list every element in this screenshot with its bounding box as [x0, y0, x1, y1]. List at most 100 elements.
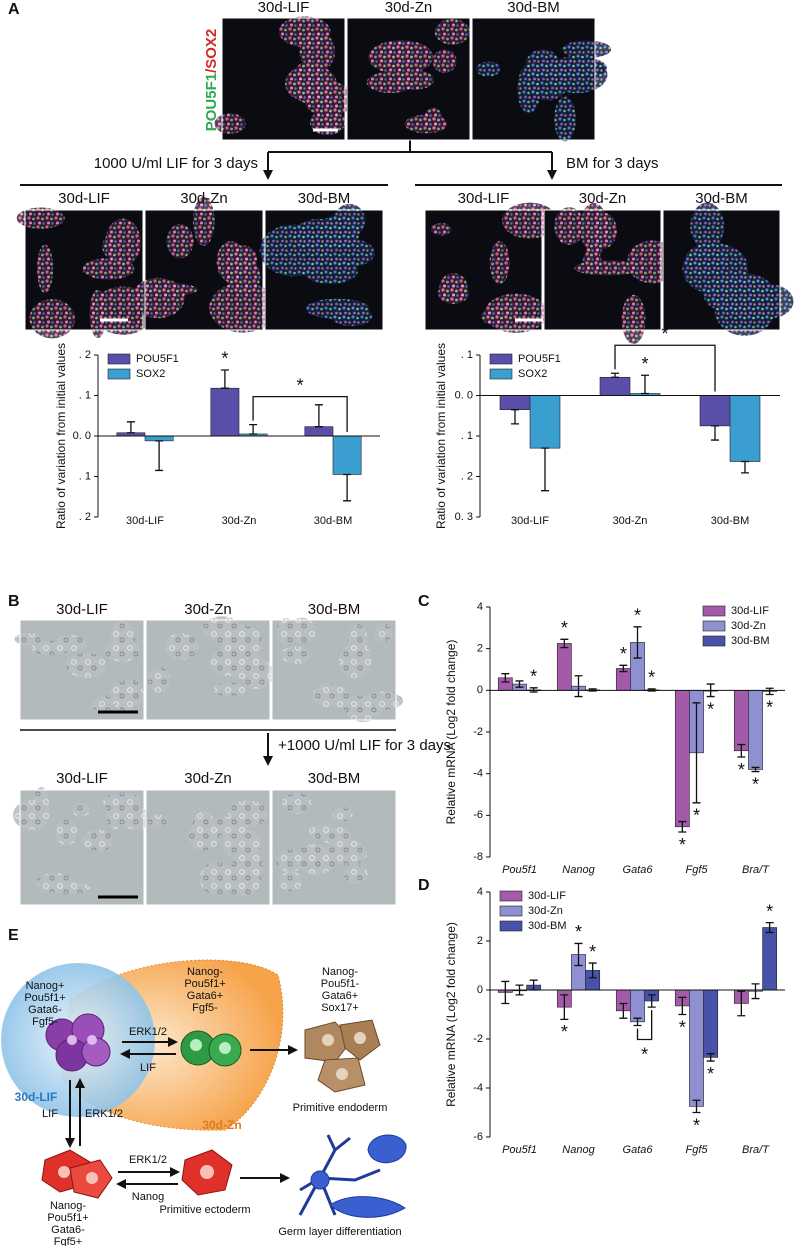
- micrograph: [271, 617, 403, 723]
- cell-cluster: [147, 666, 171, 693]
- cell-cluster: [345, 695, 382, 723]
- significance-marker: *: [679, 1017, 686, 1037]
- legend-label: SOX2: [518, 368, 547, 380]
- legend-swatch: [702, 605, 726, 617]
- cell-cluster: [220, 624, 262, 649]
- error-bar: [741, 460, 749, 474]
- significance-marker: *: [766, 901, 773, 921]
- diagram: [1, 959, 407, 1218]
- y-axis-label: Relative mRNA (Log2 fold change): [444, 640, 458, 825]
- image-frame: [471, 17, 596, 141]
- error-bar: [711, 425, 719, 441]
- cell-cluster: [621, 294, 646, 344]
- diagram-text: Nanog-: [187, 966, 223, 978]
- error-bar: [692, 1099, 701, 1114]
- cell-cluster: [214, 113, 246, 134]
- diagram-text: Gata6-: [51, 1224, 85, 1236]
- diagram-text: Fgf5+: [54, 1236, 82, 1246]
- y-axis-label: Relative mRNA (Log2 fold change): [444, 922, 458, 1107]
- cell-cluster: [147, 814, 170, 828]
- bar: [144, 435, 174, 442]
- x-tick-label: 30d-Zn: [222, 515, 257, 527]
- image-frame: [424, 209, 543, 331]
- cell-cluster: [199, 862, 234, 895]
- bar: [599, 376, 631, 396]
- significance-marker: *: [752, 774, 759, 794]
- error-bar: [751, 983, 760, 1000]
- cell-cluster: [55, 818, 78, 846]
- cell-cluster: [295, 847, 337, 875]
- significance-marker: *: [648, 668, 655, 688]
- image-label: 30d-BM: [308, 770, 361, 787]
- y-axis-label: Ratio of variation from initial values: [54, 343, 68, 529]
- diagram-text: Pou5f1+: [24, 992, 65, 1004]
- micrograph: [13, 787, 153, 906]
- error-bar: [574, 942, 583, 967]
- error-bar: [633, 626, 642, 659]
- cell-cluster: [82, 830, 114, 852]
- significance-marker: *: [707, 699, 714, 719]
- endoderm-cells: [304, 1019, 381, 1093]
- cell-cluster: [192, 197, 215, 246]
- cell-cluster: [304, 81, 354, 117]
- y-tick-label: . 1: [461, 430, 473, 442]
- bar: [630, 989, 645, 1023]
- cell-cluster: [89, 289, 107, 338]
- bracket-label: *: [297, 375, 304, 395]
- legend-swatch: [107, 368, 131, 380]
- diagram-text: Nanog-: [322, 966, 358, 978]
- cell-cluster: [36, 244, 54, 294]
- legend-label: 30d-LIF: [731, 605, 769, 617]
- stain-green: POU5F1: [203, 73, 220, 131]
- bar: [689, 989, 704, 1107]
- micrograph: [214, 16, 354, 141]
- diagram-text: ERK1/2: [85, 1108, 123, 1120]
- bracket: [636, 1010, 653, 1041]
- cell-cluster: [278, 16, 331, 48]
- legend-label: 30d-Zn: [528, 905, 563, 917]
- legend-swatch: [107, 353, 131, 365]
- y-tick-label: 0: [477, 984, 483, 996]
- cell-cluster: [690, 202, 725, 250]
- image-frame: [24, 209, 144, 331]
- bar: [499, 395, 531, 410]
- condition-label: BM for 3 days: [566, 155, 659, 172]
- cell-cluster: [579, 203, 608, 252]
- diagram-text: Fgf5-: [32, 1016, 58, 1028]
- significance-marker: *: [707, 1064, 714, 1084]
- image-label: 30d-Zn: [184, 770, 232, 787]
- bar-chart: 4 2 0 -2 -4 -6 -8 Relative mRNA (Log2 fold chan…: [444, 601, 785, 876]
- x-tick-label: Bra/T: [742, 864, 770, 876]
- bar: [556, 643, 572, 691]
- y-tick-label: 2: [477, 935, 483, 947]
- error-bar: [511, 409, 519, 425]
- micrograph: [145, 616, 274, 721]
- bar: [748, 690, 763, 770]
- cell-cluster: [35, 873, 75, 893]
- cell-cluster: [302, 257, 358, 284]
- error-bar: [619, 664, 628, 673]
- error-bar: [737, 990, 746, 1017]
- x-tick-label: Gata6: [623, 1144, 654, 1156]
- cell-cluster: [92, 694, 114, 712]
- diagram-text: Nanog-: [50, 1200, 86, 1212]
- x-tick-label: Fgf5: [685, 1144, 708, 1156]
- x-tick-label: 30d-LIF: [126, 515, 164, 527]
- bar: [699, 395, 731, 427]
- error-bar: [751, 766, 760, 773]
- diagram-text: ERK1/2: [129, 1026, 167, 1038]
- bar-chart: . 1 0. 0 . 1 . 2 0. 3 Ratio of variation from…: [434, 324, 780, 529]
- diagram-text: Germ layer differentiation: [278, 1226, 401, 1238]
- stain-red: /SOX2: [203, 29, 220, 73]
- image-label: 30d-BM: [507, 0, 560, 16]
- bar: [529, 395, 561, 449]
- cell-cluster: [16, 207, 65, 229]
- zn-cells: [180, 1030, 242, 1067]
- cell-cluster: [213, 682, 247, 697]
- cell-cluster: [105, 218, 141, 267]
- cell-cluster: [236, 865, 259, 892]
- cell-cluster: [404, 114, 448, 134]
- cell-cluster: [293, 218, 344, 252]
- condition-label: 1000 U/ml LIF for 3 days: [94, 155, 258, 172]
- y-tick-label: . 2: [79, 349, 91, 361]
